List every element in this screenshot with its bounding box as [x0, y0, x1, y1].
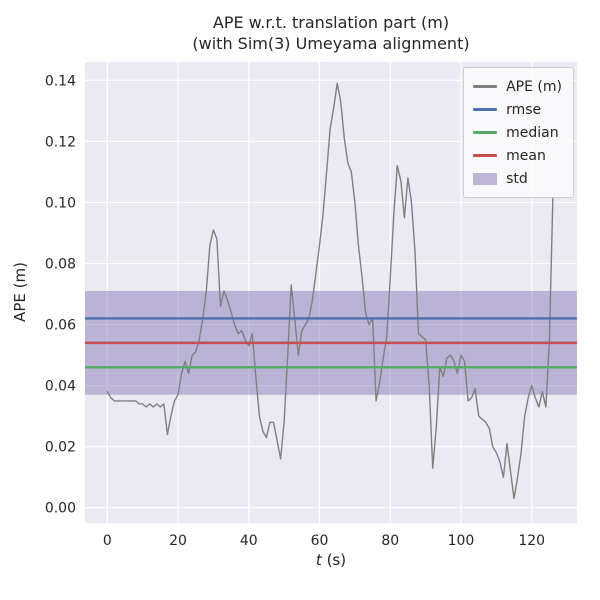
- legend-label: median: [506, 124, 559, 141]
- legend-item-ape-m-: APE (m): [473, 75, 562, 98]
- y-tick-label: 0.12: [45, 134, 76, 150]
- x-axis-label-variable: t: [315, 551, 322, 569]
- legend-item-median: median: [473, 121, 562, 144]
- legend: APE (m) rmse median mean std: [463, 67, 574, 198]
- x-tick-label: 80: [381, 533, 399, 549]
- y-tick-label: 0.04: [45, 379, 76, 395]
- ape-series-line: [106, 82, 554, 500]
- legend-label: APE (m): [506, 78, 562, 95]
- x-axis-label: t (s): [85, 551, 577, 569]
- chart-title: APE w.r.t. translation part (m): [212, 13, 450, 32]
- y-tick-label: 0.10: [45, 195, 76, 211]
- chart-subtitle: (with Sim(3) Umeyama alignment): [192, 34, 470, 53]
- x-tick-label: 40: [240, 533, 258, 549]
- legend-swatch-line: [473, 85, 498, 88]
- x-tick-label: 20: [169, 533, 187, 549]
- legend-label: mean: [506, 147, 546, 164]
- y-tick-label: 0.06: [45, 318, 76, 334]
- legend-swatch-line: [473, 131, 498, 134]
- legend-swatch-line: [473, 154, 498, 157]
- y-tick-label: 0.08: [45, 256, 76, 272]
- tick-labels: 0 20 40 60 80 100 120 0.00 0.02 0.04 0.06 0.08 0.10 0…: [45, 73, 545, 549]
- legend-label: std: [506, 170, 528, 187]
- x-tick-label: 100: [448, 533, 475, 549]
- y-tick-label: 0.14: [45, 73, 76, 89]
- legend-swatch-line: [473, 108, 498, 111]
- y-tick-label: 0.02: [45, 440, 76, 456]
- x-axis-label-unit: (s): [321, 551, 347, 569]
- y-axis-label: APE (m): [11, 262, 29, 322]
- x-tick-label: 0: [103, 533, 112, 549]
- legend-item-std: std: [473, 167, 562, 190]
- x-tick-label: 60: [311, 533, 329, 549]
- legend-item-rmse: rmse: [473, 98, 562, 121]
- stat-lines: [85, 317, 577, 369]
- legend-swatch-patch: [473, 172, 498, 185]
- y-tick-label: 0.00: [45, 501, 76, 517]
- legend-label: rmse: [506, 101, 542, 118]
- x-tick-label: 120: [518, 533, 545, 549]
- legend-item-mean: mean: [473, 144, 562, 167]
